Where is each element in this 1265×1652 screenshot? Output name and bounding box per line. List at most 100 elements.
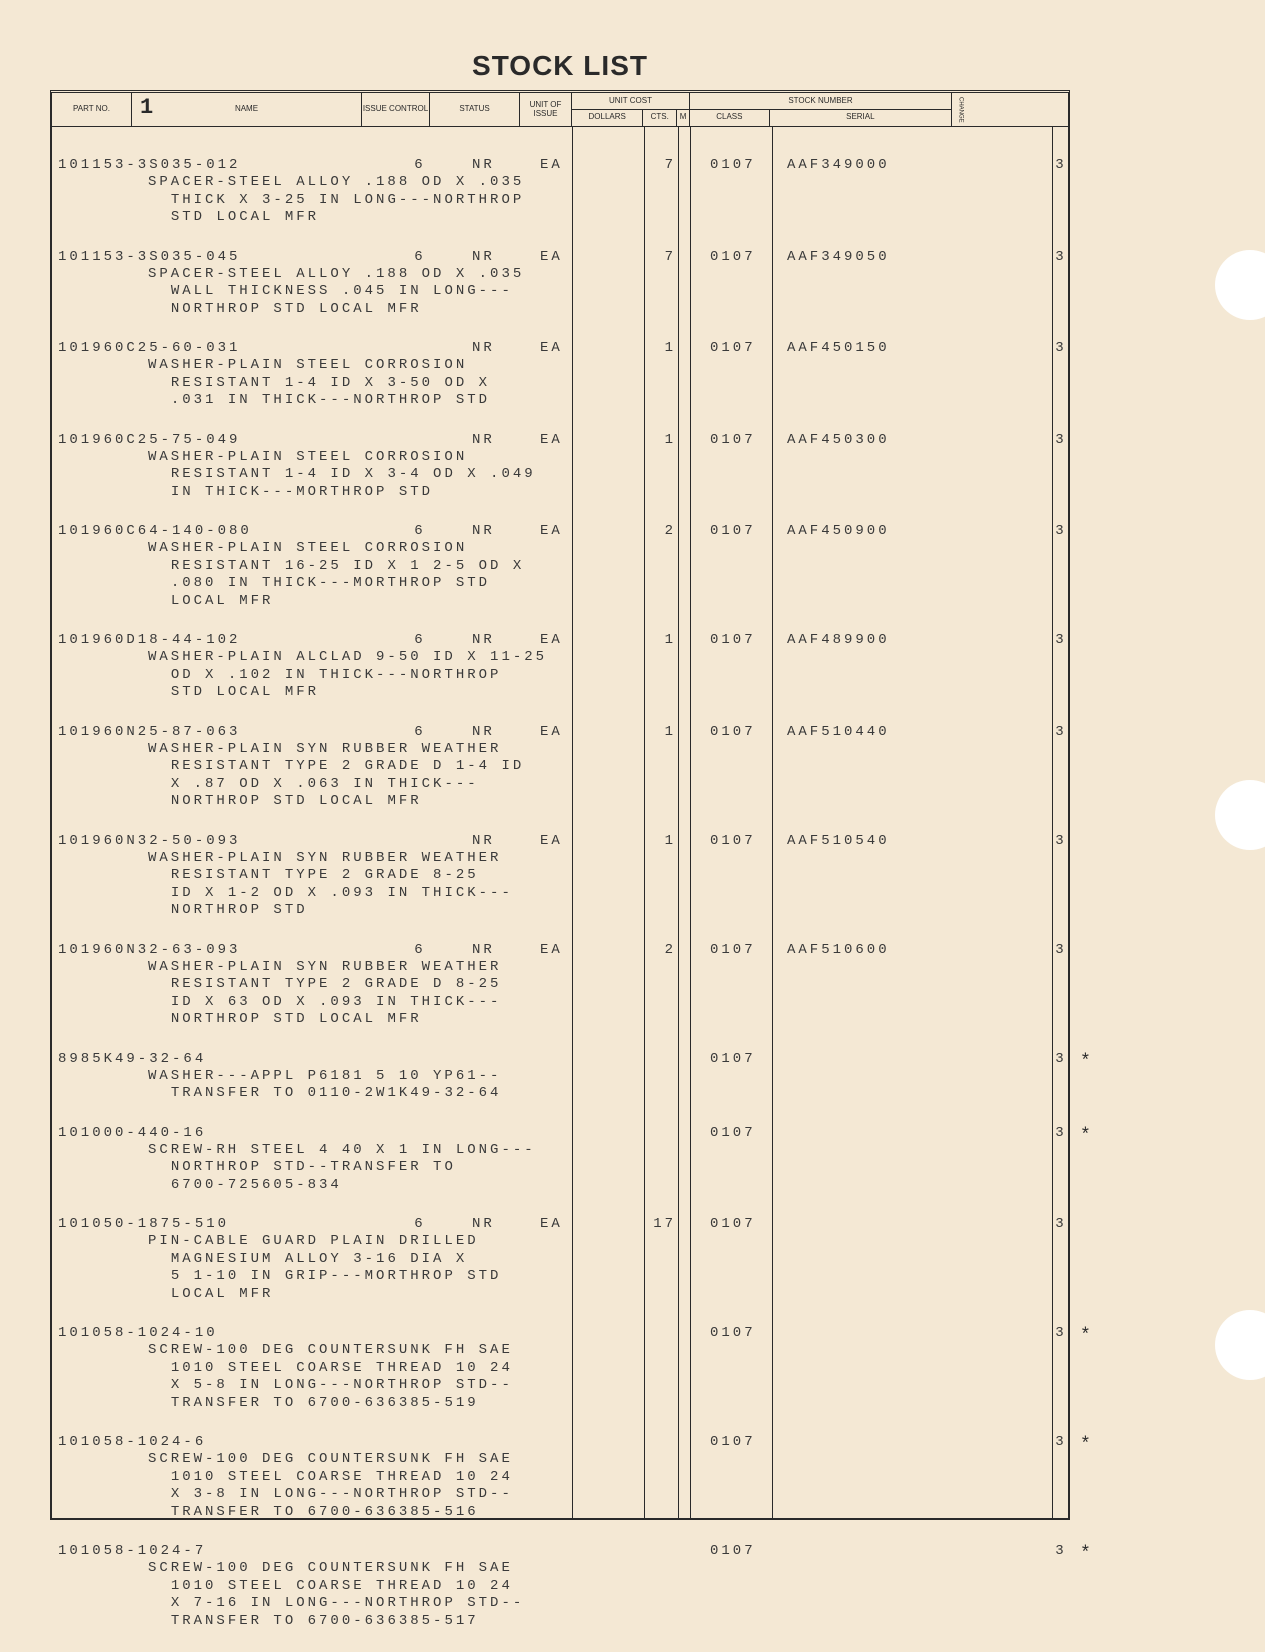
entry-status: NR (472, 340, 495, 358)
entry-status: NR (472, 833, 495, 851)
entry-issue-control: 6 (400, 523, 440, 541)
entry-serial: AAF450900 (787, 523, 890, 541)
entry-serial: AAF349050 (787, 249, 890, 267)
entry-status: NR (472, 432, 495, 450)
entry-description: WASHER-PLAIN SYN RUBBER WEATHER RESISTAN… (148, 850, 568, 920)
asterisk-icon: * (1080, 1434, 1094, 1457)
entry-serial: AAF349000 (787, 157, 890, 175)
entry-part-no: 101960C64-140-080 (58, 523, 252, 541)
table-body: 101153-3S035-012 6 NR EA 7 0107 AAF349000 3 SPAC… (52, 127, 1068, 1518)
entry-description: SCREW-RH STEEL 4 40 X 1 IN LONG--- NORTH… (148, 1142, 568, 1195)
binder-hole-icon (1215, 780, 1265, 850)
stock-entry: 101960C25-60-031 NR EA 1 0107 AAF450150 3 WASHE… (52, 340, 1068, 410)
table-frame: PART NO. NAME ISSUE CONTROL STATUS UNIT … (50, 90, 1070, 1520)
entry-cts: 1 (648, 632, 676, 650)
entry-cts: 1 (648, 340, 676, 358)
stock-entry: 101153-3S035-0456NREA70107AAF3490503SPAC… (52, 249, 1068, 319)
entry-issue-control: 6 (400, 724, 440, 742)
entry-description: SPACER-STEEL ALLOY .188 OD X .035 WALL T… (148, 266, 568, 319)
entry-serial: AAF450150 (787, 340, 890, 358)
entry-change: 3 (1055, 1051, 1067, 1069)
entry-status: NR (472, 942, 495, 960)
entry-change: 3 (1055, 724, 1067, 742)
header-issue-control: ISSUE CONTROL (362, 93, 430, 126)
header-serial: SERIAL (770, 110, 951, 126)
header-class: CLASS (690, 110, 770, 126)
entry-cts: 2 (648, 523, 676, 541)
entry-part-no: 101960D18-44-102 (58, 632, 240, 650)
stock-entry: 101058-1024-1001073*SCREW-100 DEG COUNTE… (52, 1325, 1068, 1412)
asterisk-icon: * (1080, 1543, 1094, 1566)
entries-container: 101153-3S035-012 6 NR EA 7 0107 AAF349000 3 SPAC… (52, 157, 1068, 1652)
entry-part-no: 101000-440-16 (58, 1125, 206, 1143)
entry-part-no: 101960N25-87-063 (58, 724, 240, 742)
entry-class: 0107 (710, 1325, 756, 1343)
entry-serial: AAF489900 (787, 632, 890, 650)
entry-part-no: 101058-1024-6 (58, 1434, 206, 1452)
header-status: STATUS (430, 93, 520, 126)
entry-part-no: 101058-1024-10 (58, 1325, 218, 1343)
header-unit-cost: UNIT COST DOLLARS CTS. M (572, 93, 690, 126)
entry-issue-control: 6 (400, 249, 440, 267)
entry-serial: AAF510600 (787, 942, 890, 960)
asterisk-icon: * (1080, 1051, 1094, 1074)
entry-unit-of-issue: EA (540, 157, 563, 175)
entry-class: 0107 (710, 1216, 756, 1234)
entry-description: WASHER-PLAIN STEEL CORROSION RESISTANT 1… (148, 357, 568, 410)
entry-class: 0107 (710, 1051, 756, 1069)
header-cts: CTS. (643, 110, 677, 126)
stock-entry: 101000-440-1601073*SCREW-RH STEEL 4 40 X… (52, 1125, 1068, 1195)
entry-class: 0107 (710, 632, 756, 650)
entry-description: WASHER-PLAIN SYN RUBBER WEATHER RESISTAN… (148, 741, 568, 811)
header-stock-number: STOCK NUMBER CLASS SERIAL (690, 93, 952, 126)
entry-part-no: 101960C25-60-031 (58, 340, 240, 358)
binder-hole-icon (1215, 1310, 1265, 1380)
entry-part-no: 101153-3S035-012 (58, 157, 240, 175)
entry-description: WASHER-PLAIN STEEL CORROSION RESISTANT 1… (148, 540, 568, 610)
entry-unit-of-issue: EA (540, 340, 563, 358)
stock-entry: 101050-1875-5106NREA1701073PIN-CABLE GUA… (52, 1216, 1068, 1303)
entry-description: WASHER-PLAIN STEEL CORROSION RESISTANT 1… (148, 449, 568, 502)
entry-description: PIN-CABLE GUARD PLAIN DRILLED MAGNESIUM … (148, 1233, 568, 1303)
stock-entry: 101960C64-140-0806NREA20107AAF4509003WAS… (52, 523, 1068, 610)
entry-change: 3 (1055, 1434, 1067, 1452)
entry-issue-control: 6 (400, 1216, 440, 1234)
entry-change: 3 (1055, 157, 1067, 175)
entry-part-no: 101058-1024-7 (58, 1543, 206, 1561)
stock-entry: 101058-1024-601073*SCREW-100 DEG COUNTER… (52, 1434, 1068, 1521)
table-header: PART NO. NAME ISSUE CONTROL STATUS UNIT … (52, 93, 1068, 127)
entry-unit-of-issue: EA (540, 1216, 563, 1234)
entry-change: 3 (1055, 340, 1067, 358)
entry-unit-of-issue: EA (540, 432, 563, 450)
entry-issue-control: 6 (400, 942, 440, 960)
entry-status: NR (472, 523, 495, 541)
entry-cts: 7 (648, 157, 676, 175)
entry-class: 0107 (710, 523, 756, 541)
entry-class: 0107 (710, 340, 756, 358)
entry-change: 3 (1055, 1543, 1067, 1561)
header-partno: PART NO. (52, 93, 132, 126)
entry-class: 0107 (710, 724, 756, 742)
entry-unit-of-issue: EA (540, 632, 563, 650)
entry-part-no: 8985K49-32-64 (58, 1051, 206, 1069)
entry-unit-of-issue: EA (540, 833, 563, 851)
entry-change: 3 (1055, 432, 1067, 450)
stock-entry: 101960N25-87-0636NREA10107AAF5104403WASH… (52, 724, 1068, 811)
entry-serial: AAF510540 (787, 833, 890, 851)
header-stock-number-label: STOCK NUMBER (690, 94, 951, 110)
entry-class: 0107 (710, 942, 756, 960)
entry-description: WASHER-PLAIN ALCLAD 9-50 ID X 11-25 OD X… (148, 649, 568, 702)
stock-entry: 101960N32-50-093NREA10107AAF5105403WASHE… (52, 833, 1068, 920)
entry-class: 0107 (710, 833, 756, 851)
entry-part-no: 101960N32-63-093 (58, 942, 240, 960)
header-unit-of-issue: UNIT OF ISSUE (520, 93, 572, 126)
asterisk-icon: * (1080, 1325, 1094, 1348)
entry-change: 3 (1055, 249, 1067, 267)
entry-description: SCREW-100 DEG COUNTERSUNK FH SAE 1010 ST… (148, 1342, 568, 1412)
entry-unit-of-issue: EA (540, 724, 563, 742)
header-m: M (677, 110, 689, 126)
entry-serial: AAF450300 (787, 432, 890, 450)
header-unit-cost-label: UNIT COST (572, 94, 689, 110)
entry-description: WASHER-PLAIN SYN RUBBER WEATHER RESISTAN… (148, 959, 568, 1029)
entry-issue-control: 6 (400, 632, 440, 650)
